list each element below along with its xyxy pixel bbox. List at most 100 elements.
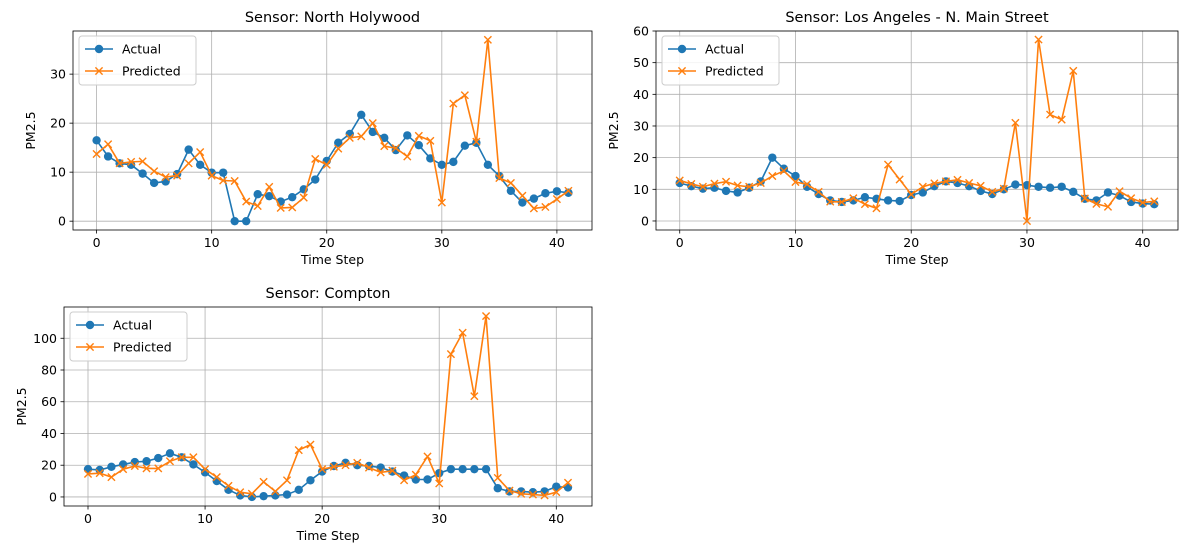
point-actual: [165, 449, 175, 458]
point-predicted: [988, 187, 997, 196]
point-predicted: [964, 178, 974, 188]
y-tick-label: 80: [41, 363, 57, 378]
point-predicted: [733, 181, 742, 190]
point-predicted: [119, 465, 128, 474]
subplot-los-angeles-n-main-street: 0 10 20 30 40 0 10 20 30 40 50 60 Sensor: Los Angele…: [606, 10, 1179, 267]
point-actual: [271, 491, 280, 500]
point-predicted: [282, 476, 292, 485]
point-actual: [253, 190, 262, 199]
point-predicted: [470, 392, 479, 401]
legend-marker: [94, 66, 104, 76]
point-predicted: [458, 328, 467, 337]
legend: Actual Predicted: [661, 35, 780, 86]
point-predicted: [721, 177, 731, 186]
point-predicted: [540, 491, 549, 500]
point-actual: [733, 188, 742, 197]
point-actual: [1069, 187, 1078, 197]
point-predicted: [127, 157, 136, 166]
point-actual: [1011, 180, 1020, 189]
point-actual: [458, 464, 467, 474]
legend-label: Predicted: [122, 64, 181, 79]
point-predicted: [1057, 115, 1066, 124]
point-predicted: [219, 176, 228, 185]
x-tick-label: 40: [548, 511, 564, 526]
point-predicted: [918, 182, 927, 191]
point-predicted: [564, 186, 573, 195]
point-predicted: [518, 191, 527, 200]
point-predicted: [517, 489, 526, 498]
point-actual: [460, 141, 470, 150]
x-tick-label: 0: [84, 511, 92, 526]
point-predicted: [253, 201, 262, 211]
point-predicted: [411, 470, 420, 479]
point-predicted: [506, 178, 515, 188]
point-predicted: [1011, 118, 1020, 127]
point-predicted: [357, 132, 366, 141]
plot-area: [83, 311, 573, 502]
y-tick-label: 20: [633, 150, 649, 165]
point-actual: [518, 198, 527, 207]
point-predicted: [437, 198, 446, 207]
point-predicted: [675, 176, 684, 185]
point-predicted: [1115, 187, 1124, 196]
point-predicted: [999, 184, 1008, 193]
chart-title: Sensor: North Holywood: [245, 10, 420, 26]
y-axis-label: PM2.5: [14, 387, 29, 425]
point-predicted: [1022, 216, 1032, 226]
legend: Actual Predicted: [78, 35, 197, 86]
y-tick-label: 40: [633, 87, 649, 102]
point-predicted: [165, 457, 175, 466]
point-predicted: [872, 204, 881, 213]
point-predicted: [353, 458, 362, 467]
point-actual: [247, 492, 257, 502]
point-predicted: [345, 133, 354, 142]
point-actual: [149, 178, 159, 188]
point-actual: [918, 188, 927, 197]
point-predicted: [242, 197, 251, 206]
y-axis-label: PM2.5: [606, 111, 621, 149]
legend-label: Actual: [122, 42, 161, 57]
point-predicted: [1127, 194, 1136, 203]
point-predicted: [224, 481, 233, 490]
point-predicted: [826, 197, 835, 206]
point-predicted: [837, 197, 846, 207]
legend-label: Actual: [705, 42, 744, 57]
point-predicted: [1080, 194, 1089, 203]
point-predicted: [907, 190, 916, 199]
point-actual: [107, 462, 116, 472]
point-predicted: [505, 486, 514, 495]
point-predicted: [1069, 66, 1078, 75]
point-predicted: [391, 144, 400, 153]
point-predicted: [552, 488, 561, 497]
point-predicted: [322, 160, 331, 169]
point-actual: [103, 152, 113, 161]
x-tick-label: 30: [434, 235, 450, 250]
point-actual: [230, 216, 239, 226]
legend-marker: [85, 320, 95, 330]
y-tick-label: 10: [633, 182, 649, 197]
point-predicted: [779, 166, 788, 176]
point-predicted: [380, 142, 389, 151]
point-actual: [1103, 188, 1113, 197]
x-tick-label: 20: [903, 235, 919, 250]
x-axis-label: Time Step: [300, 252, 364, 267]
point-actual: [138, 169, 147, 178]
point-predicted: [426, 136, 435, 145]
point-predicted: [107, 473, 116, 482]
point-predicted: [334, 144, 343, 153]
point-predicted: [883, 160, 893, 169]
point-actual: [311, 175, 320, 184]
point-actual: [481, 464, 491, 474]
point-predicted: [95, 469, 104, 478]
point-actual: [189, 460, 198, 469]
point-predicted: [435, 479, 444, 488]
point-predicted: [161, 172, 170, 182]
legend-entry-predicted: Predicted: [668, 64, 764, 79]
point-predicted: [173, 171, 182, 180]
point-predicted: [895, 175, 904, 184]
point-predicted: [528, 490, 537, 499]
axes-frame: [72, 30, 593, 231]
point-actual: [92, 136, 101, 145]
point-predicted: [388, 466, 397, 475]
point-actual: [306, 476, 315, 485]
